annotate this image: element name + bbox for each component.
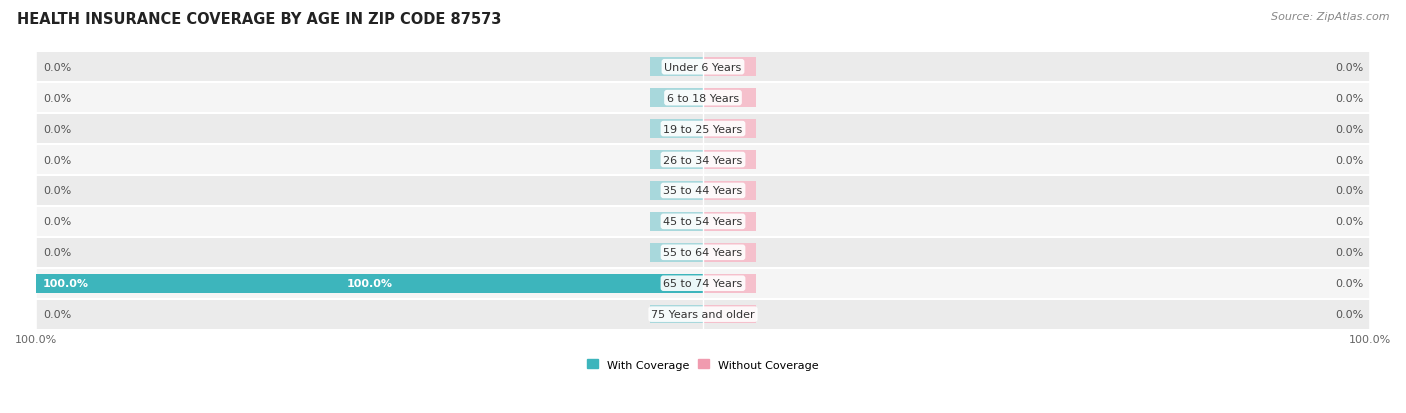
Bar xyxy=(37,206,1369,237)
Text: Source: ZipAtlas.com: Source: ZipAtlas.com xyxy=(1271,12,1389,22)
Text: 0.0%: 0.0% xyxy=(1334,186,1364,196)
Text: 0.0%: 0.0% xyxy=(42,309,72,319)
Bar xyxy=(37,52,1369,83)
Text: 19 to 25 Years: 19 to 25 Years xyxy=(664,124,742,134)
Bar xyxy=(703,243,756,262)
Bar xyxy=(37,268,1369,299)
Bar xyxy=(703,120,756,138)
Bar xyxy=(703,213,756,231)
Text: 45 to 54 Years: 45 to 54 Years xyxy=(664,217,742,227)
Bar xyxy=(703,58,756,77)
Bar xyxy=(650,58,703,77)
Text: 0.0%: 0.0% xyxy=(42,63,72,73)
Bar xyxy=(650,213,703,231)
Text: 100.0%: 100.0% xyxy=(346,278,392,289)
Bar xyxy=(650,182,703,200)
Text: 65 to 74 Years: 65 to 74 Years xyxy=(664,278,742,289)
Text: 0.0%: 0.0% xyxy=(1334,248,1364,258)
Bar xyxy=(703,274,756,293)
Text: 0.0%: 0.0% xyxy=(42,186,72,196)
Bar xyxy=(703,182,756,200)
Text: 100.0%: 100.0% xyxy=(42,278,89,289)
Text: 0.0%: 0.0% xyxy=(1334,278,1364,289)
Bar xyxy=(703,151,756,169)
Text: 26 to 34 Years: 26 to 34 Years xyxy=(664,155,742,165)
Text: 0.0%: 0.0% xyxy=(1334,309,1364,319)
Text: 0.0%: 0.0% xyxy=(42,124,72,134)
Text: 55 to 64 Years: 55 to 64 Years xyxy=(664,248,742,258)
Bar xyxy=(650,151,703,169)
Text: 0.0%: 0.0% xyxy=(42,217,72,227)
Bar xyxy=(650,305,703,324)
Text: 0.0%: 0.0% xyxy=(42,155,72,165)
Text: 0.0%: 0.0% xyxy=(1334,124,1364,134)
Bar xyxy=(37,274,703,293)
Text: Under 6 Years: Under 6 Years xyxy=(665,63,741,73)
Bar xyxy=(703,89,756,108)
Bar xyxy=(37,145,1369,176)
Text: 35 to 44 Years: 35 to 44 Years xyxy=(664,186,742,196)
Bar xyxy=(703,305,756,324)
Text: 6 to 18 Years: 6 to 18 Years xyxy=(666,93,740,103)
Text: 0.0%: 0.0% xyxy=(1334,93,1364,103)
Text: 75 Years and older: 75 Years and older xyxy=(651,309,755,319)
Bar xyxy=(37,114,1369,145)
Legend: With Coverage, Without Coverage: With Coverage, Without Coverage xyxy=(582,355,824,374)
Bar xyxy=(37,237,1369,268)
Bar xyxy=(650,274,703,293)
Bar xyxy=(650,243,703,262)
Text: HEALTH INSURANCE COVERAGE BY AGE IN ZIP CODE 87573: HEALTH INSURANCE COVERAGE BY AGE IN ZIP … xyxy=(17,12,502,27)
Bar xyxy=(37,83,1369,114)
Bar xyxy=(37,176,1369,206)
Text: 0.0%: 0.0% xyxy=(1334,217,1364,227)
Text: 0.0%: 0.0% xyxy=(42,93,72,103)
Text: 0.0%: 0.0% xyxy=(1334,63,1364,73)
Bar xyxy=(650,120,703,138)
Text: 0.0%: 0.0% xyxy=(1334,155,1364,165)
Bar xyxy=(37,299,1369,330)
Bar xyxy=(650,89,703,108)
Text: 0.0%: 0.0% xyxy=(42,248,72,258)
